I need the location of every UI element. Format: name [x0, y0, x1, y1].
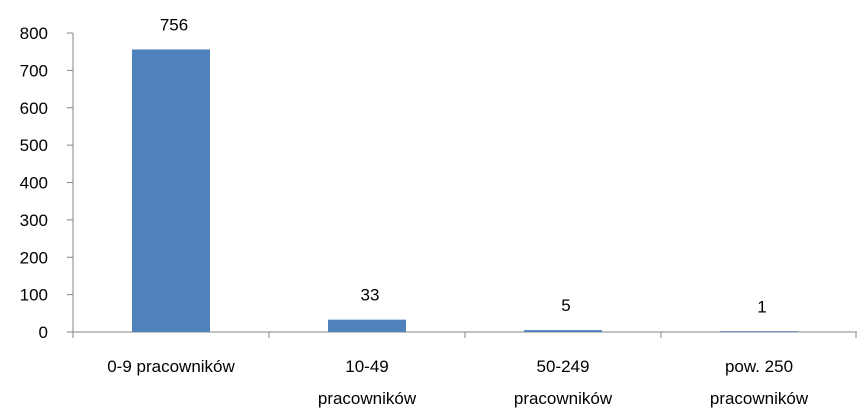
y-tick-label: 0: [39, 323, 48, 342]
y-tick-label: 500: [20, 136, 48, 155]
x-tick-label: pow. 250 pracowników: [710, 357, 809, 408]
data-labels: 756 33 5 1: [160, 15, 767, 316]
x-tick-label-line: pow. 250: [725, 357, 793, 376]
x-tick-label-line: 50-249: [537, 357, 590, 376]
y-tick-label: 600: [20, 99, 48, 118]
x-tick-label: 10-49 pracowników: [318, 357, 417, 408]
x-tick-label-line: pracowników: [318, 389, 417, 408]
y-axis: 0 100 200 300 400 500 600 700 800: [20, 24, 74, 342]
x-tick-label: 0-9 pracowników: [107, 357, 235, 376]
data-label: 5: [561, 296, 570, 315]
x-tick-label-line: pracowników: [710, 389, 809, 408]
x-tick-label-line: 10-49: [345, 357, 388, 376]
y-tick-label: 400: [20, 174, 48, 193]
x-tick-label-line: 0-9 pracowników: [107, 357, 235, 376]
y-tick-label: 100: [20, 286, 48, 305]
y-tick-label: 700: [20, 61, 48, 80]
bar: [524, 330, 602, 332]
y-tick-label: 200: [20, 248, 48, 267]
y-tick-label: 800: [20, 24, 48, 43]
bar: [720, 331, 798, 332]
x-axis: 0-9 pracowników 10-49 pracowników 50-249 pra…: [72, 331, 857, 408]
bar: [132, 49, 210, 332]
bars: [132, 49, 798, 332]
x-tick-label-line: pracowników: [514, 389, 613, 408]
bar: [328, 319, 406, 332]
x-tick-label: 50-249 pracowników: [514, 357, 613, 408]
data-label: 33: [361, 286, 380, 305]
data-label: 756: [160, 15, 188, 34]
data-label: 1: [757, 298, 766, 317]
y-tick-label: 300: [20, 211, 48, 230]
